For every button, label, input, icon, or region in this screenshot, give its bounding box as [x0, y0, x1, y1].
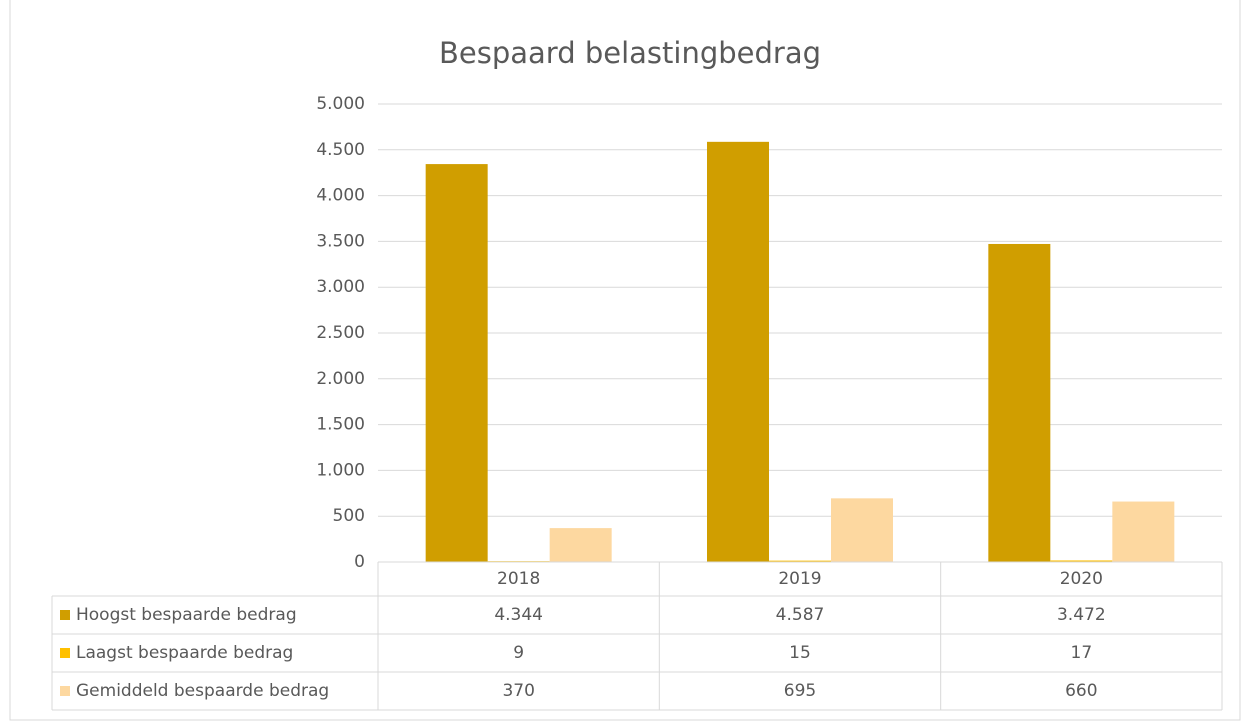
- table-value: 9: [513, 643, 524, 663]
- table-value: 4.344: [494, 605, 543, 625]
- table-value: 3.472: [1057, 605, 1106, 625]
- table-value: 4.587: [776, 605, 825, 625]
- table-value: 15: [789, 643, 811, 663]
- y-tick-label: 3.000: [316, 277, 365, 297]
- table-value: 660: [1065, 681, 1097, 701]
- y-tick-label: 1.000: [316, 460, 365, 480]
- bar: [769, 560, 831, 562]
- x-tick-label: 2018: [497, 569, 540, 589]
- bar: [1112, 501, 1175, 562]
- y-tick-label: 2.500: [316, 323, 365, 343]
- y-tick-label: 4.500: [316, 140, 365, 160]
- x-tick-label: 2019: [778, 569, 821, 589]
- y-tick-label: 3.500: [316, 231, 365, 251]
- y-tick-label: 1.500: [316, 415, 365, 435]
- y-tick-label: 0: [354, 552, 365, 572]
- legend-label: Hoogst bespaarde bedrag: [76, 605, 297, 625]
- y-tick-label: 2.000: [316, 369, 365, 389]
- table-value: 17: [1071, 643, 1093, 663]
- bar: [831, 498, 893, 562]
- bar: [549, 528, 612, 562]
- bar: [1050, 560, 1113, 562]
- x-tick-label: 2020: [1060, 569, 1103, 589]
- table-value: 695: [784, 681, 816, 701]
- chart-title: Bespaard belastingbedrag: [439, 36, 821, 70]
- bar: [707, 141, 769, 562]
- bar: [425, 164, 488, 562]
- table-value: 370: [502, 681, 534, 701]
- y-tick-label: 5.000: [316, 94, 365, 114]
- legend-swatch: [60, 648, 70, 658]
- legend-label: Laagst bespaarde bedrag: [76, 643, 293, 663]
- bar: [988, 243, 1051, 563]
- legend-swatch: [60, 686, 70, 696]
- legend-label: Gemiddeld bespaarde bedrag: [76, 681, 329, 701]
- y-tick-label: 4.000: [316, 186, 365, 206]
- y-tick-label: 500: [333, 506, 365, 526]
- legend-swatch: [60, 610, 70, 620]
